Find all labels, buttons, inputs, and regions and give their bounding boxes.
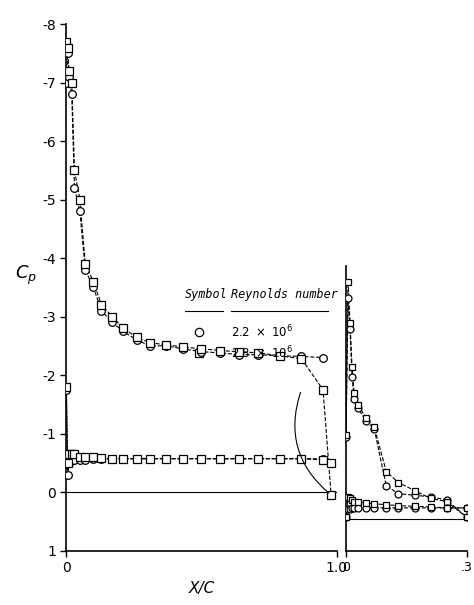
Text: $2.2\ \times\ 10^6$: $2.2\ \times\ 10^6$ [231,324,293,341]
Text: Reynolds number: Reynolds number [231,287,338,301]
Text: Symbol: Symbol [185,287,228,301]
Text: $2.8\ \times\ 10^6$: $2.8\ \times\ 10^6$ [231,345,293,361]
Y-axis label: $C_p$: $C_p$ [15,264,36,287]
X-axis label: X/C: X/C [188,581,215,595]
